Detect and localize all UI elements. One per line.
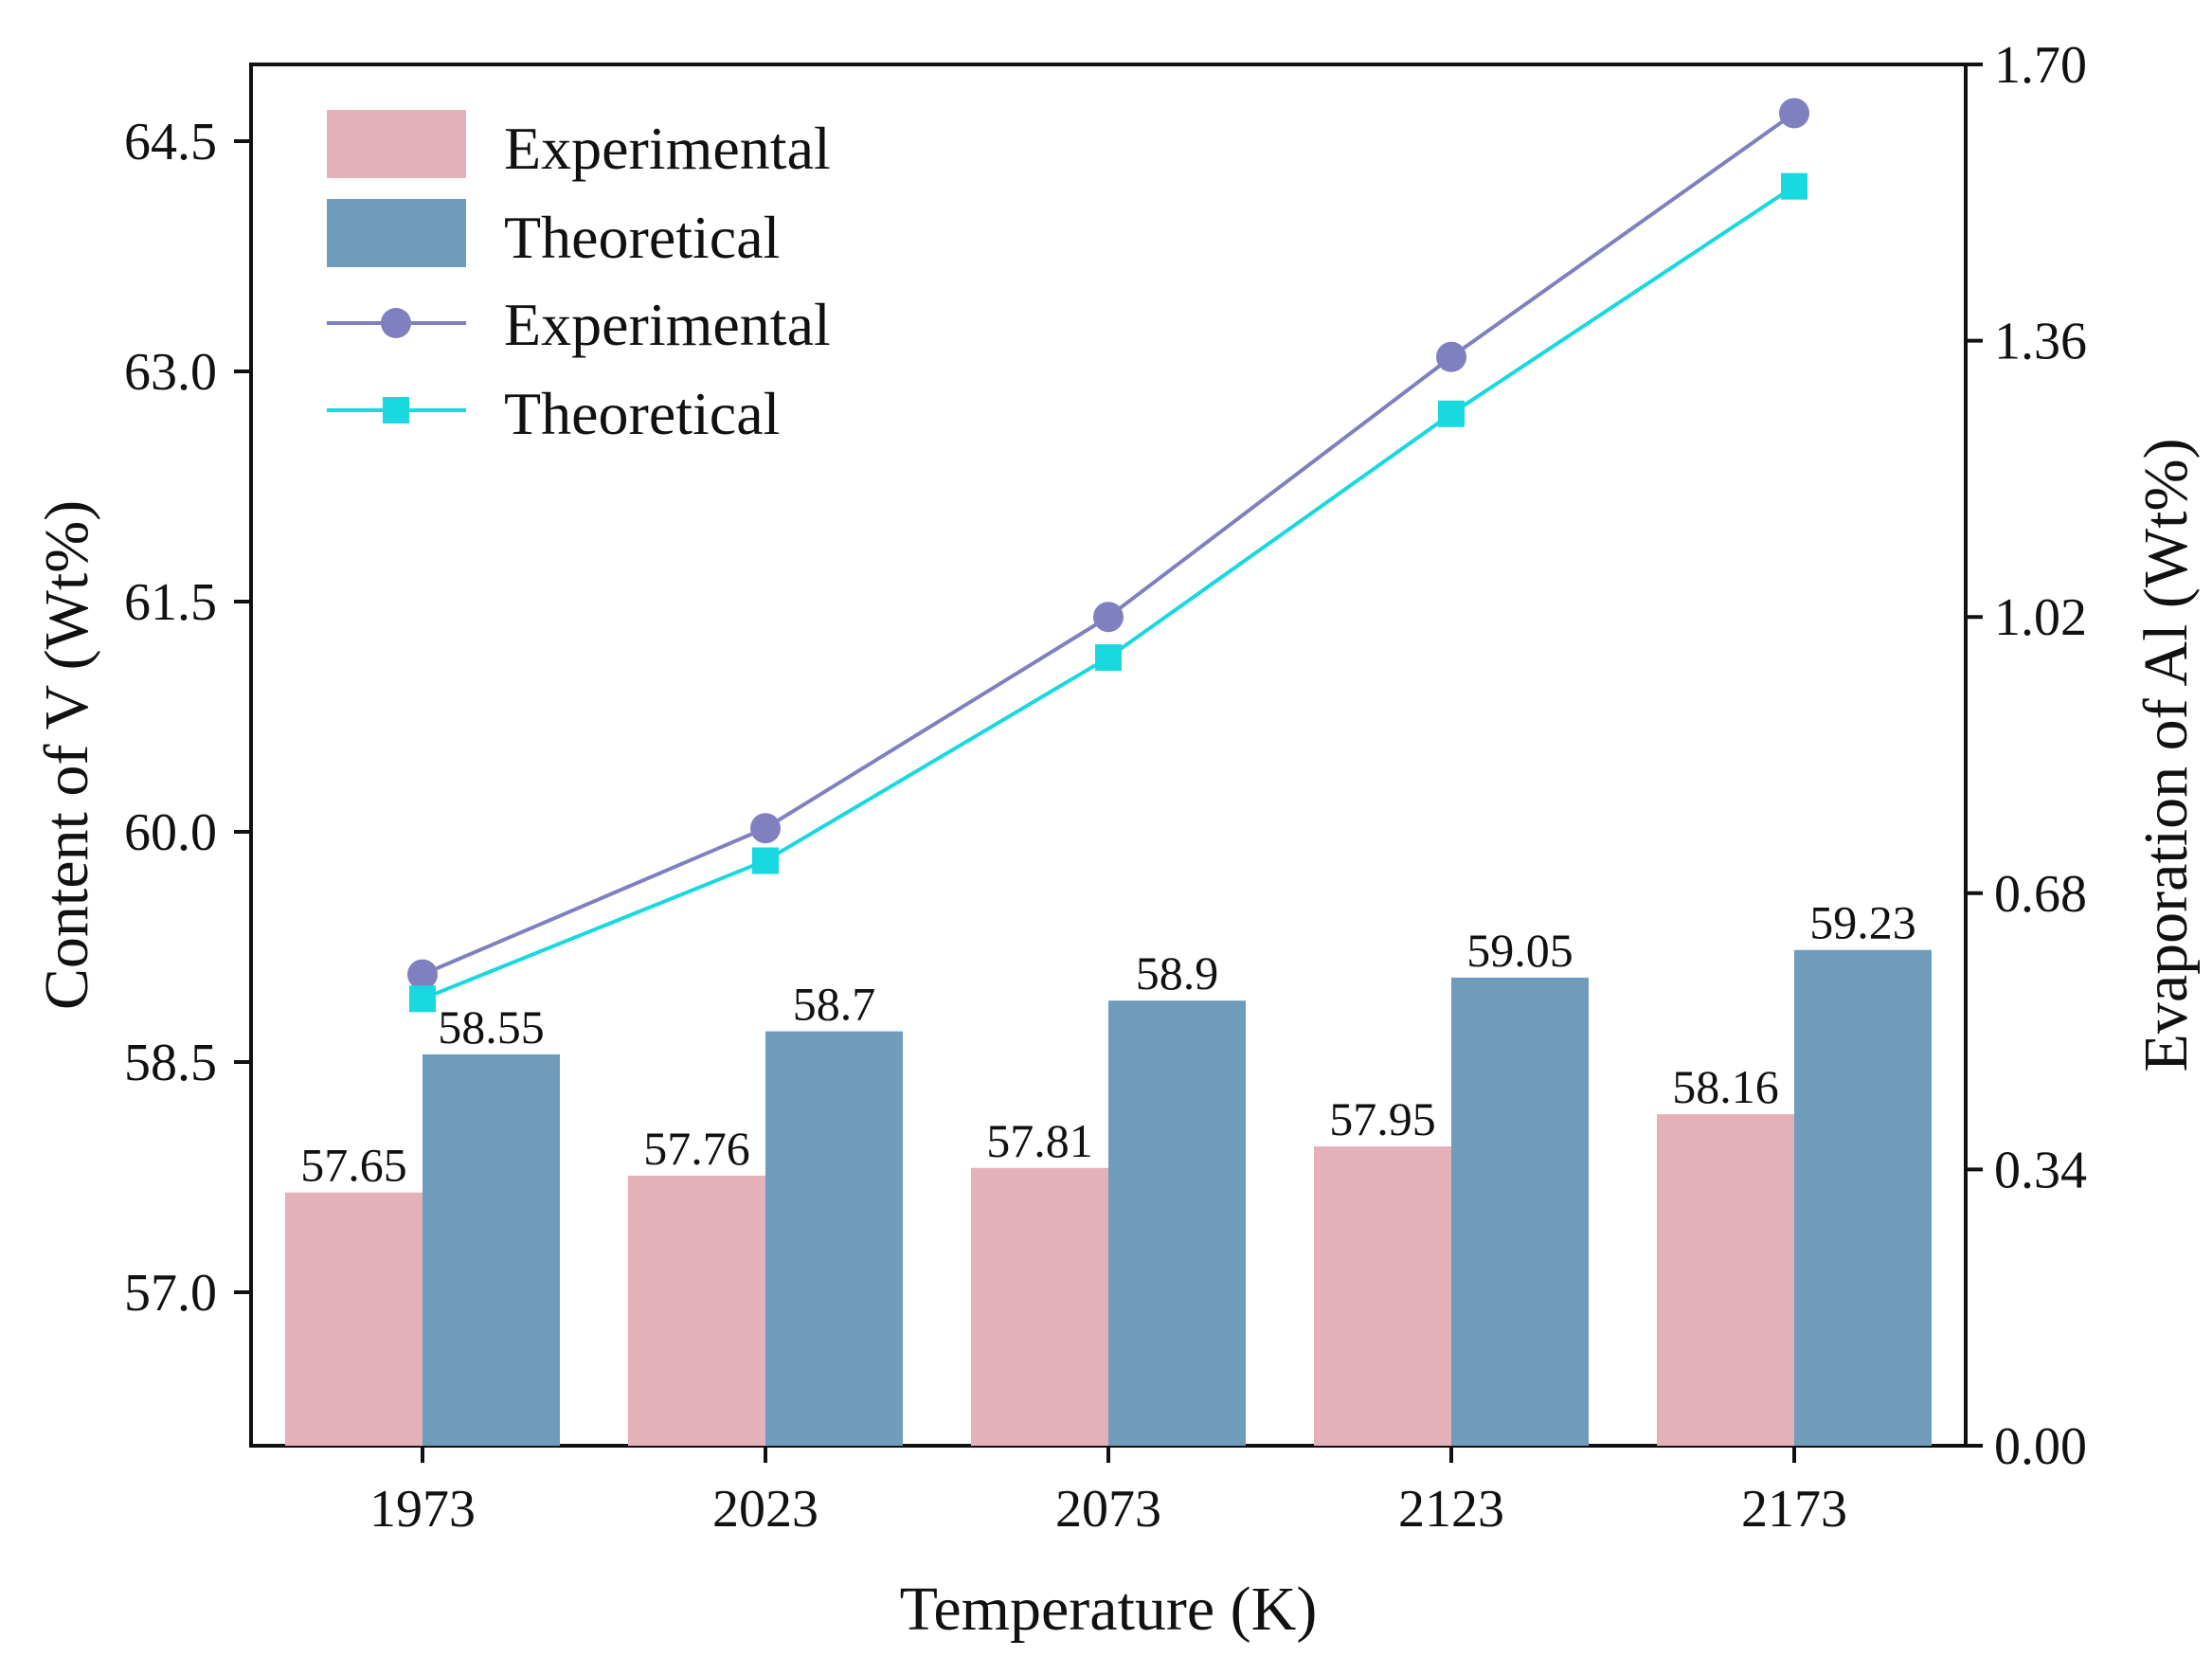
bar-label-theoretical-2073: 58.9 [1136, 946, 1219, 1000]
bar-theoretical-2123 [1451, 977, 1589, 1446]
x-tick-label: 2173 [1741, 1480, 1847, 1539]
bar-label-experimental-2023: 57.76 [643, 1122, 750, 1175]
bar-label-experimental-1973: 57.65 [300, 1139, 407, 1192]
point-theoretical-2123 [1438, 400, 1465, 427]
right-tick-label: 1.02 [1994, 588, 2087, 647]
bar-theoretical-2173 [1794, 949, 1932, 1446]
bar-experimental-2173 [1657, 1114, 1794, 1446]
x-axis-title: Temperature (K) [900, 1575, 1318, 1644]
bar-label-theoretical-2023: 58.7 [793, 978, 876, 1031]
left-tick-label: 64.5 [124, 113, 217, 171]
left-tick-label: 58.5 [124, 1034, 217, 1092]
point-experimental-2023 [750, 813, 781, 844]
x-tick-label: 2123 [1398, 1480, 1504, 1539]
legend-label-experimental-line: Experimental [504, 291, 831, 358]
legend-marker-theoretical [383, 397, 409, 423]
point-theoretical-2023 [752, 847, 779, 874]
bar-experimental-2023 [628, 1175, 765, 1446]
x-axis: 1973 2023 2073 2123 2173 [369, 1446, 1847, 1539]
bar-experimental-2123 [1314, 1146, 1451, 1446]
point-experimental-2073 [1093, 602, 1124, 633]
right-tick-label: 0.34 [1994, 1141, 2087, 1199]
bar-label-experimental-2173: 58.16 [1672, 1060, 1779, 1113]
legend: Experimental Theoretical Experimental Th… [327, 110, 831, 447]
point-theoretical-2173 [1781, 172, 1807, 200]
bar-theoretical-2023 [765, 1031, 903, 1446]
x-tick-label: 2023 [712, 1480, 818, 1539]
bar-experimental-1973 [285, 1192, 423, 1446]
point-theoretical-1973 [409, 985, 436, 1013]
lines-layer [407, 98, 1809, 1013]
right-axis-title: Evaporation of Al (Wt%) [2131, 439, 2201, 1072]
legend-label-theoretical-bar: Theoretical [504, 204, 780, 271]
x-tick-label: 1973 [369, 1480, 476, 1539]
bar-label-experimental-2073: 57.81 [986, 1114, 1093, 1167]
legend-marker-experimental [381, 308, 411, 338]
right-tick-label: 0.00 [1994, 1417, 2087, 1476]
bar-label-theoretical-1973: 58.55 [438, 1000, 545, 1054]
left-axis: 57.0 58.5 60.0 61.5 63.0 64.5 [124, 113, 251, 1323]
left-tick-label: 61.5 [124, 573, 217, 632]
right-axis: 0.00 0.34 0.68 1.02 1.36 1.70 [1966, 36, 2087, 1476]
bar-experimental-2073 [971, 1167, 1108, 1446]
left-tick-label: 57.0 [124, 1264, 217, 1323]
legend-swatch-experimental-bar [327, 110, 466, 178]
point-theoretical-2073 [1095, 644, 1122, 672]
bars-layer: 57.65 57.76 57.81 57.95 58.16 58.55 58.7 58.9 59… [285, 896, 1932, 1446]
bar-label-theoretical-2123: 59.05 [1466, 924, 1574, 977]
left-tick-label: 60.0 [124, 803, 217, 862]
point-experimental-2123 [1436, 341, 1466, 372]
right-tick-label: 1.70 [1994, 36, 2087, 95]
legend-label-theoretical-line: Theoretical [504, 380, 780, 447]
bar-theoretical-2073 [1108, 1000, 1246, 1446]
right-tick-label: 0.68 [1994, 865, 2087, 924]
right-tick-label: 1.36 [1994, 313, 2087, 371]
point-experimental-1973 [407, 959, 438, 990]
legend-swatch-theoretical-bar [327, 199, 466, 267]
bar-label-theoretical-2173: 59.23 [1809, 896, 1916, 949]
legend-label-experimental-bar: Experimental [504, 115, 831, 182]
left-axis-title: Content of V (Wt%) [32, 500, 101, 1010]
bar-label-experimental-2123: 57.95 [1329, 1092, 1436, 1145]
point-experimental-2173 [1779, 98, 1809, 129]
x-tick-label: 2073 [1055, 1480, 1161, 1539]
left-tick-label: 63.0 [124, 343, 217, 402]
bar-theoretical-1973 [423, 1054, 560, 1446]
